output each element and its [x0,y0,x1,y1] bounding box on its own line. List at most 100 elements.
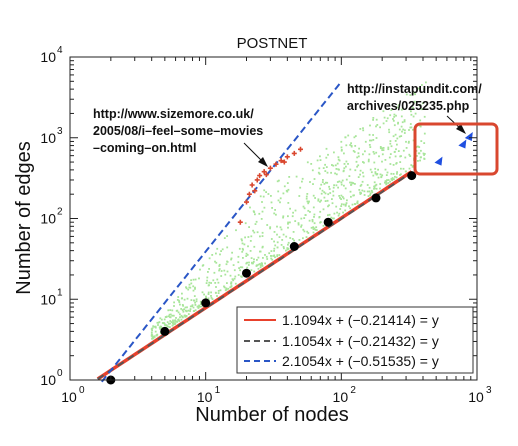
green-point [375,151,378,154]
green-point [274,256,276,259]
green-point [359,191,361,194]
green-point [419,119,422,122]
green-point [311,169,314,172]
red-point [254,177,260,183]
green-point [333,217,335,220]
green-point [413,100,416,103]
green-point [352,182,354,185]
green-point [354,183,356,185]
green-point [313,213,316,216]
green-point [171,322,174,325]
green-point [394,133,397,136]
green-point [272,255,275,257]
green-point [319,187,321,190]
green-point [154,325,157,328]
green-point [371,191,374,194]
green-point [305,197,308,200]
green-point [220,275,223,277]
green-point [420,149,422,152]
green-point [289,207,291,210]
green-point [387,146,390,149]
green-point [332,194,335,197]
green-point [246,254,249,256]
green-point [219,289,222,292]
green-point [392,119,395,122]
green-point [354,135,357,137]
green-point [400,155,402,157]
green-point [367,160,370,163]
green-point [418,146,421,148]
green-point [195,300,198,303]
green-point [332,186,335,189]
green-point [159,317,162,320]
green-point [227,287,230,290]
green-point [161,322,164,324]
green-point [280,228,283,231]
green-point [255,220,258,223]
green-point [304,214,307,216]
y-tick-label-exp: 3 [57,126,63,137]
green-point [382,149,385,151]
green-point [244,236,246,239]
green-point [286,182,289,184]
green-point [324,163,326,166]
green-point [358,147,360,150]
green-point [310,226,313,229]
green-point [331,202,334,205]
green-point [237,274,240,276]
red-point [278,158,284,164]
green-point [312,206,315,209]
red-point [237,219,243,225]
green-point [316,159,319,162]
green-point [191,305,193,308]
green-point [359,128,362,130]
green-point [214,282,217,284]
green-point [257,267,260,270]
green-point [313,178,316,180]
green-point [321,189,324,192]
annotation-sizemore-line-3: –coming–on.html [93,141,196,155]
green-point [187,313,190,315]
green-point [405,93,408,96]
green-point [309,181,311,183]
green-point [286,190,289,193]
green-point [298,239,301,241]
green-point [393,124,396,127]
green-point [245,255,248,257]
green-point [410,126,413,129]
green-point [174,319,177,322]
green-point [253,270,256,273]
green-point [400,125,403,128]
annotation-sizemore-line-1: http://www.sizemore.co.uk/ [93,107,254,121]
green-point [420,108,423,111]
green-point [273,231,276,233]
axis-ticks: 10 0 10 1 10 2 10 310 010 110 210 310 4 [40,45,492,405]
green-point [207,297,210,300]
green-point [410,110,412,113]
green-point [408,140,410,143]
green-point [179,316,181,319]
green-point [168,313,171,316]
green-point [247,245,249,248]
green-point [241,242,244,245]
green-point [420,156,422,159]
green-point [151,327,154,330]
green-point [252,210,255,213]
green-point [189,286,192,289]
green-point [395,114,397,117]
green-point [405,147,408,149]
x-tick-label-exp: 2 [350,385,356,396]
green-point [283,185,286,188]
green-point [270,255,272,257]
green-point [394,155,397,158]
green-point [207,293,210,295]
green-point [389,163,392,165]
green-point [323,191,326,194]
green-point [291,215,294,218]
green-point [372,117,375,119]
green-point [186,306,188,309]
green-point [164,316,167,318]
green-point [328,213,331,216]
green-point [286,247,289,249]
green-point [156,321,159,324]
